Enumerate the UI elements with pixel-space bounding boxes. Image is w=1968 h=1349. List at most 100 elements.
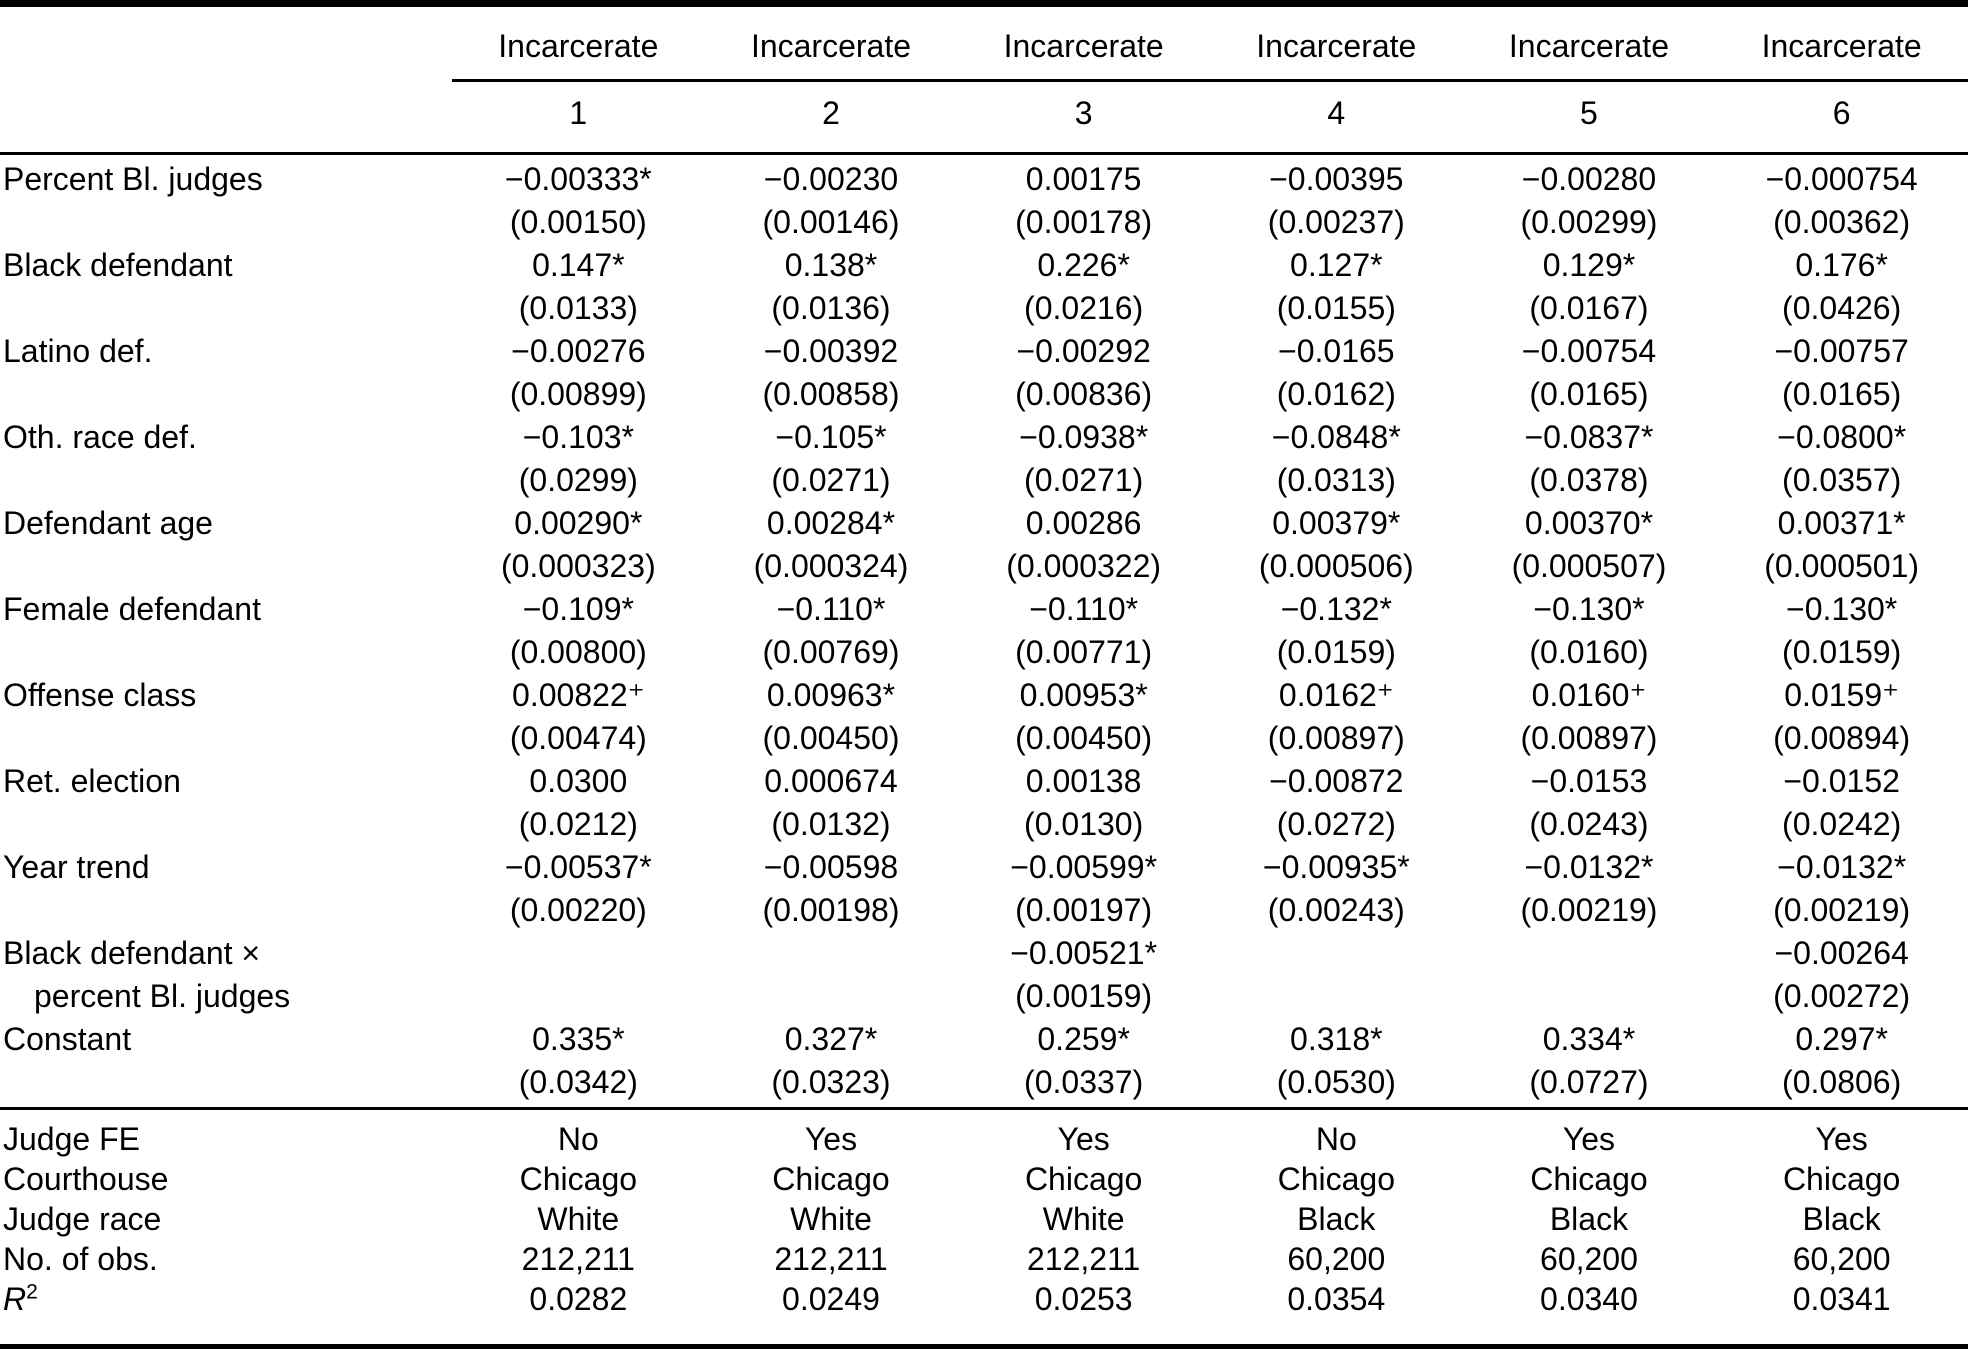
estimate-cell: −0.00392 [763, 333, 899, 369]
coef-se-row: (0.0212) (0.0132) (0.0130) (0.0272) (0.0… [0, 803, 1968, 846]
column-number-3: 3 [957, 80, 1210, 155]
se-cell: (0.0212) [518, 806, 638, 842]
estimate-cell: −0.00872 [1269, 763, 1404, 799]
coef-se-row: (0.0299) (0.0271) (0.0271) (0.0313) (0.0… [0, 459, 1968, 502]
estimate-cell: 0.176* [1795, 247, 1888, 283]
row-label: Defendant age [3, 505, 213, 541]
se-cell: (0.00272) [1773, 978, 1911, 1014]
estimate-cell: −0.103* [522, 419, 634, 455]
se-cell: (0.0167) [1529, 290, 1649, 326]
se-cell: (0.00474) [509, 720, 647, 756]
stat-value: 60,200 [1540, 1241, 1638, 1277]
row-label-cont [0, 459, 452, 502]
se-cell: (0.00450) [762, 720, 900, 756]
estimate-cell: −0.00230 [763, 161, 899, 197]
stat-value: 0.0340 [1540, 1281, 1638, 1317]
row-label: Black defendant [3, 247, 233, 283]
se-cell: (0.0313) [1276, 462, 1396, 498]
se-cell: (0.00897) [1267, 720, 1405, 756]
se-cell: (0.0342) [452, 1061, 705, 1110]
coef-se-row: (0.00474) (0.00450) (0.00450) (0.00897) … [0, 717, 1968, 760]
se-cell: (0.000323) [500, 548, 656, 584]
column-number-5: 5 [1462, 80, 1716, 155]
stat-value: Black [1549, 1201, 1629, 1237]
stat-value: 60,200 [1792, 1241, 1891, 1277]
estimate-cell: 0.0159⁺ [1784, 677, 1900, 713]
stat-value: 212,211 [774, 1241, 888, 1277]
row-label-cont [0, 545, 452, 588]
estimate-cell: 0.00175 [1025, 161, 1142, 197]
estimate-cell: 0.00953* [1019, 677, 1148, 713]
coef-estimate-row: Year trend −0.00537* −0.00598 −0.00599* … [0, 846, 1968, 889]
header-depvar-row: Incarcerate Incarcerate Incarcerate Inca… [0, 3, 1968, 82]
stat-label-r-squared: R2 [0, 1279, 452, 1347]
stat-value: Chicago [1782, 1161, 1901, 1197]
stat-value: Chicago [1530, 1161, 1648, 1197]
column-header-depvar-3: Incarcerate [957, 3, 1210, 82]
se-cell: (0.00894) [1773, 720, 1911, 756]
coef-se-row: (0.000323) (0.000324) (0.000322) (0.0005… [0, 545, 1968, 588]
estimate-cell: −0.130* [1533, 591, 1645, 627]
estimate-cell: 0.0162⁺ [1278, 677, 1394, 713]
estimate-cell: 0.318* [1290, 1021, 1383, 1057]
estimate-cell: 0.00370* [1524, 505, 1654, 541]
estimate-cell: −0.105* [775, 419, 887, 455]
stat-value: No [557, 1121, 599, 1157]
estimate-cell: −0.00598 [763, 849, 899, 885]
r-squared-exponent: 2 [26, 1280, 38, 1304]
coef-estimate-row-constant: Constant 0.335* 0.327* 0.259* 0.318* 0.3… [0, 1018, 1968, 1061]
row-label-cont [0, 631, 452, 674]
estimate-cell: 0.0160⁺ [1531, 677, 1647, 713]
stat-value: White [790, 1201, 872, 1237]
coef-se-row-constant: (0.0342) (0.0323) (0.0337) (0.0530) (0.0… [0, 1061, 1968, 1110]
se-cell: (0.00899) [509, 376, 647, 412]
column-number-6: 6 [1715, 80, 1968, 155]
se-cell: (0.0165) [1529, 376, 1649, 412]
estimate-cell: 0.0300 [529, 763, 628, 799]
se-cell: (0.0159) [1276, 634, 1396, 670]
stat-value: Black [1297, 1201, 1376, 1237]
se-cell: (0.00220) [509, 892, 647, 928]
estimate-cell: 0.335* [532, 1021, 625, 1057]
estimate-cell: −0.0848* [1271, 419, 1401, 455]
estimate-cell: 0.297* [1795, 1021, 1888, 1057]
se-cell: (0.0165) [1782, 376, 1902, 412]
se-cell: (0.0378) [1529, 462, 1649, 498]
estimate-cell: −0.00395 [1269, 161, 1404, 197]
estimate-cell: 0.259* [1037, 1021, 1130, 1057]
se-cell: (0.0160) [1529, 634, 1649, 670]
estimate-cell: −0.0152 [1783, 763, 1900, 799]
header-number-empty-cell [0, 80, 452, 155]
se-cell: (0.00237) [1267, 204, 1405, 240]
stat-value: Chicago [519, 1161, 638, 1197]
stat-row-judge-race: Judge race White White White Black Black… [0, 1199, 1968, 1239]
row-label-cont [0, 717, 452, 760]
se-cell: (0.00197) [1015, 892, 1153, 928]
se-cell: (0.00198) [762, 892, 900, 928]
stat-value: Black [1802, 1201, 1881, 1237]
estimate-cell: −0.130* [1786, 591, 1898, 627]
estimate-cell: 0.00822⁺ [512, 677, 645, 713]
column-number-1: 1 [452, 80, 705, 155]
row-label: Latino def. [3, 333, 153, 369]
estimate-cell: 0.000674 [764, 763, 898, 799]
se-cell [1463, 975, 1716, 1018]
stat-value: 212,211 [1026, 1241, 1141, 1277]
se-cell: (0.00897) [1520, 720, 1658, 756]
column-header-depvar-1: Incarcerate [452, 3, 705, 82]
estimate-cell: −0.109* [522, 591, 634, 627]
se-cell [452, 975, 705, 1018]
estimate-cell: −0.00757 [1774, 333, 1909, 369]
se-cell: (0.000324) [753, 548, 909, 584]
se-cell: (0.0133) [518, 290, 638, 326]
estimate-cell: 0.00138 [1025, 763, 1142, 799]
row-label-cont [0, 201, 452, 244]
header-empty-cell [0, 4, 452, 81]
se-cell: (0.0357) [1782, 462, 1902, 498]
stat-value: Yes [804, 1121, 858, 1157]
se-cell: (0.00219) [1520, 892, 1658, 928]
se-cell: (0.0155) [1276, 290, 1396, 326]
estimate-cell: −0.000754 [1765, 161, 1918, 197]
row-label: Ret. election [3, 763, 181, 799]
se-cell: (0.00159) [1015, 978, 1153, 1014]
